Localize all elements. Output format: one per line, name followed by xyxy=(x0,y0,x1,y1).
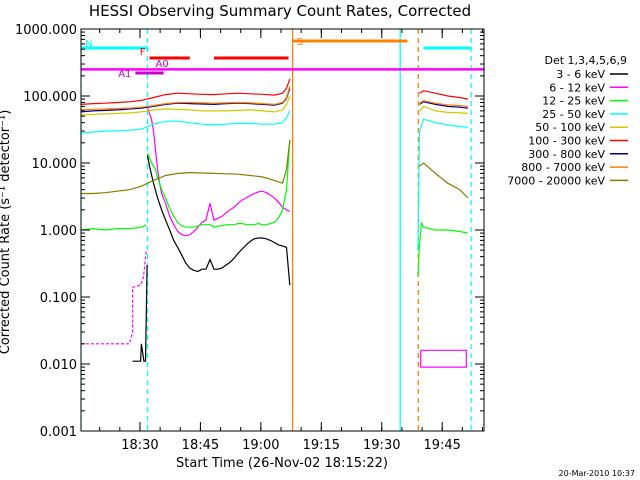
plot-area: A1 A0 F S N xyxy=(81,29,484,431)
series-line-6-points xyxy=(81,88,291,113)
x-tick-label: 19:00 xyxy=(242,438,279,453)
y-tick-label: 1.000 xyxy=(40,224,77,239)
flag-label-s: S xyxy=(297,37,303,48)
x-tick-label: 19:30 xyxy=(363,438,400,453)
x-axis-label: Start Time (26-Nov-02 18:15:22) xyxy=(176,456,388,471)
legend-entry-label: 12 - 25 keV xyxy=(542,95,605,108)
flag-label-a1: A1 xyxy=(118,69,131,80)
x-tick-label: 19:15 xyxy=(303,438,340,453)
y-tick-label: 0.001 xyxy=(40,425,77,440)
series-line-5-post-points xyxy=(419,90,469,100)
legend-entry-label: 3 - 6 keV xyxy=(556,68,605,81)
plot-inner xyxy=(81,29,484,431)
series-line-2-points xyxy=(146,140,291,228)
chart-title: HESSI Observing Summary Count Rates, Cor… xyxy=(89,2,471,20)
axes: 1000.000 100.000 10.000 1.000 0.100 0.010 0.00… xyxy=(15,23,485,453)
generation-timestamp: 20-Mar-2010 10:37 xyxy=(559,469,636,478)
series-line-3-points xyxy=(81,110,291,134)
series-line-0-pre-points xyxy=(132,264,148,362)
series-line-2-post-points xyxy=(417,222,469,277)
y-tick-label: 1000.000 xyxy=(15,23,77,38)
x-tick-label: 19:45 xyxy=(423,438,460,453)
y-tick-label: 0.100 xyxy=(40,291,77,306)
series-line-5-points xyxy=(81,78,291,105)
x-tick-label: 18:45 xyxy=(182,438,219,453)
y-tick-label: 0.010 xyxy=(40,358,77,373)
legend-entry-label: 50 - 100 keV xyxy=(535,121,605,134)
series-line-0-points xyxy=(146,155,291,286)
series-line-8-post-points xyxy=(419,162,469,199)
series-line-7-post-points xyxy=(419,100,468,107)
plot-frame xyxy=(80,28,485,432)
legend-entry-label: 7000 - 20000 keV xyxy=(507,174,605,187)
series-line-8-points xyxy=(81,140,291,195)
y-tick-label: 100.000 xyxy=(23,90,77,105)
flag-label-n: N xyxy=(85,39,92,50)
legend-entry-label: 300 - 800 keV xyxy=(528,148,605,161)
series-line-7-points xyxy=(81,86,291,111)
series-line-3-post-points xyxy=(417,118,468,251)
series-line-6-post-points xyxy=(419,101,468,109)
series-line-4-points xyxy=(81,95,291,116)
series-line-4-post-points xyxy=(419,105,468,114)
flag-label-a0: A0 xyxy=(156,59,169,70)
series-line-2-pre-points xyxy=(81,224,147,231)
legend-title: Det 1,3,4,5,6,9 xyxy=(544,54,627,67)
legend-entry-label: 800 - 7000 keV xyxy=(521,161,605,174)
flag-label-f: F xyxy=(140,47,146,58)
series-line-1-points xyxy=(146,108,291,237)
legend-entry-label: 25 - 50 keV xyxy=(542,108,605,121)
x-tick-label: 18:30 xyxy=(121,438,158,453)
legend-entry-label: 100 - 300 keV xyxy=(528,135,605,148)
series-line-1-pre-points xyxy=(81,250,147,345)
y-tick-label: 10.000 xyxy=(32,157,78,172)
y-axis-label: Corrected Count Rate (s⁻¹ detector⁻¹) xyxy=(0,110,13,355)
series-line-1-post-points xyxy=(420,349,467,368)
legend-entry-label: 6 - 12 keV xyxy=(549,81,605,94)
